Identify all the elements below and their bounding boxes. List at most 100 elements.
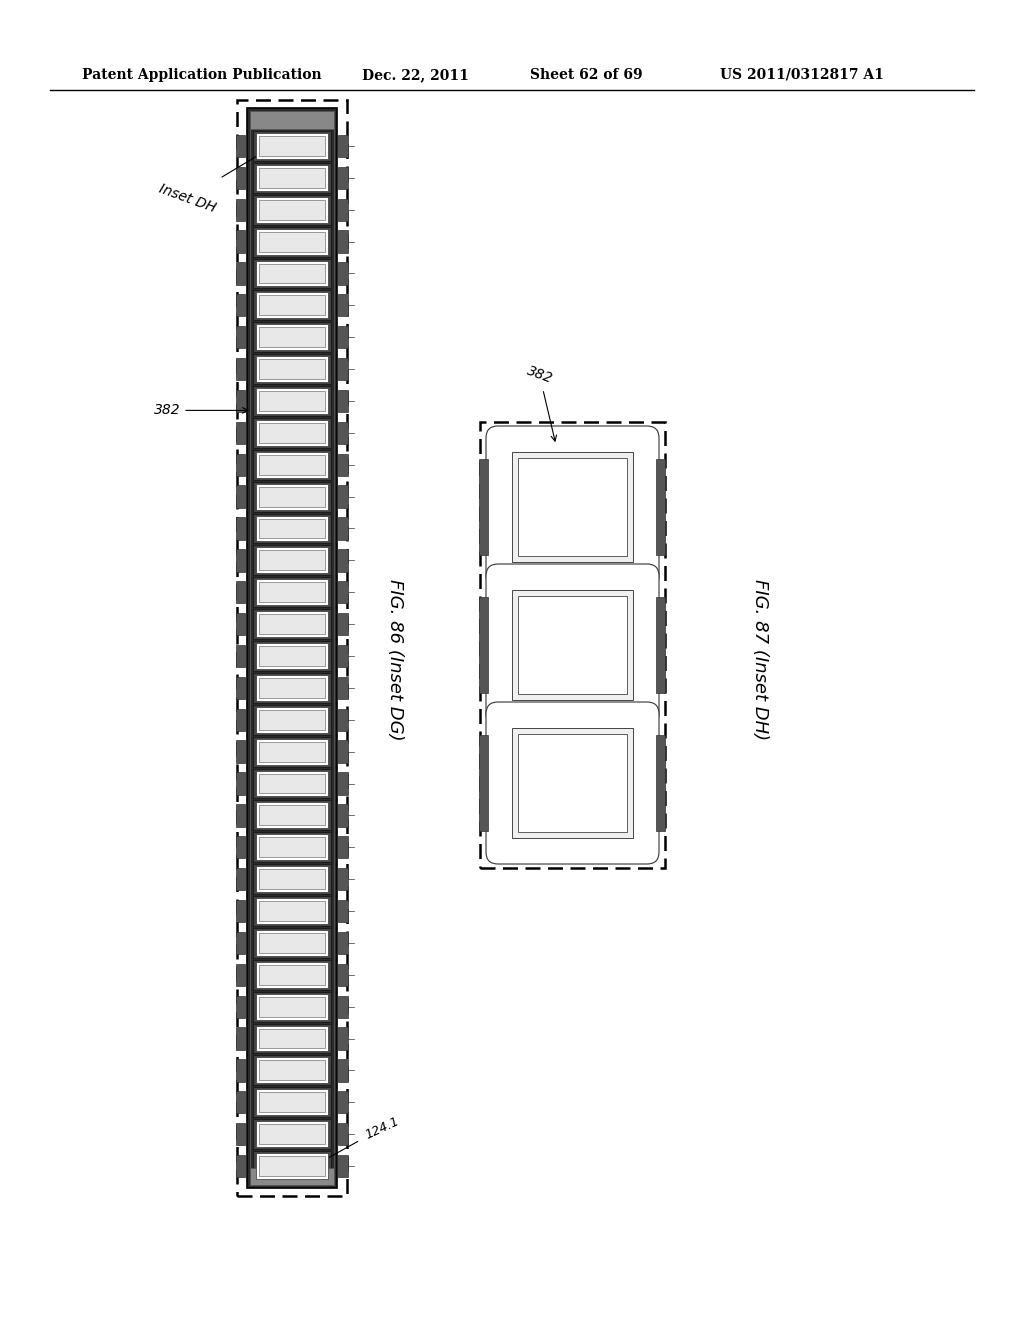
Bar [256, 293, 328, 318]
Bar [236, 1155, 245, 1177]
Bar [518, 734, 627, 832]
Bar [338, 804, 348, 826]
Bar [259, 997, 325, 1016]
Bar [236, 709, 245, 731]
Bar [338, 263, 348, 285]
Bar [256, 260, 328, 286]
Bar [236, 772, 245, 795]
Bar [236, 964, 245, 986]
Bar [256, 994, 328, 1019]
Bar [253, 642, 331, 671]
Bar [236, 677, 245, 700]
Bar [338, 1123, 348, 1146]
Bar [236, 836, 245, 858]
Bar [256, 931, 328, 956]
Bar [259, 391, 325, 411]
Bar [253, 610, 331, 639]
Bar [259, 1156, 325, 1176]
Bar [259, 455, 325, 475]
Text: Sheet 62 of 69: Sheet 62 of 69 [530, 69, 643, 82]
Bar [259, 359, 325, 379]
Bar [259, 199, 325, 219]
Bar [250, 1168, 334, 1185]
Bar [253, 705, 331, 735]
Bar [338, 677, 348, 700]
Bar [236, 198, 245, 220]
Bar [236, 645, 245, 667]
Bar [338, 741, 348, 763]
Bar [338, 1155, 348, 1177]
Bar [259, 710, 325, 730]
Bar [656, 597, 665, 693]
Bar [259, 933, 325, 953]
Bar [253, 1088, 331, 1117]
Bar [338, 166, 348, 189]
Bar [338, 1092, 348, 1114]
Bar [259, 231, 325, 252]
Bar [256, 325, 328, 350]
Bar [236, 741, 245, 763]
Bar [256, 483, 328, 510]
Bar [253, 928, 331, 958]
Bar [256, 197, 328, 223]
Bar [259, 965, 325, 985]
Bar [236, 1059, 245, 1081]
Bar [256, 1121, 328, 1147]
Bar [479, 458, 488, 556]
Text: 382: 382 [154, 404, 248, 417]
Bar [256, 675, 328, 701]
Bar [253, 833, 331, 862]
Bar [256, 1089, 328, 1115]
Bar [259, 678, 325, 698]
Bar [338, 932, 348, 954]
Bar [479, 597, 488, 693]
Bar [250, 111, 334, 1185]
Bar [256, 548, 328, 573]
Bar [256, 165, 328, 191]
Bar [479, 735, 488, 832]
Bar [253, 1023, 331, 1053]
Bar [338, 964, 348, 986]
Bar [259, 645, 325, 665]
Bar [253, 960, 331, 990]
Bar [338, 772, 348, 795]
Bar [259, 264, 325, 284]
Bar [338, 358, 348, 380]
Bar [256, 420, 328, 446]
Bar [253, 162, 331, 193]
Bar [256, 228, 328, 255]
Bar [259, 1060, 325, 1080]
Bar [338, 836, 348, 858]
Bar [494, 434, 651, 855]
Bar [250, 111, 334, 129]
Bar [656, 735, 665, 832]
Bar [338, 517, 348, 540]
Bar [256, 1057, 328, 1084]
Bar [253, 896, 331, 925]
Bar [253, 545, 331, 576]
Bar [253, 513, 331, 544]
Bar [259, 327, 325, 347]
FancyBboxPatch shape [486, 426, 659, 587]
Bar [253, 991, 331, 1022]
Bar [259, 742, 325, 762]
Bar [253, 673, 331, 702]
Bar [236, 549, 245, 572]
Bar [259, 550, 325, 570]
Bar [236, 135, 245, 157]
Bar [236, 1123, 245, 1146]
Bar [256, 1154, 328, 1179]
Bar [338, 326, 348, 348]
Bar [259, 582, 325, 602]
Bar [247, 108, 337, 1188]
Bar [253, 450, 331, 479]
Text: Inset DH: Inset DH [157, 140, 284, 215]
Bar [256, 706, 328, 733]
Bar [259, 168, 325, 187]
Bar [253, 322, 331, 352]
Bar [256, 1026, 328, 1052]
Bar [256, 516, 328, 541]
Text: 382: 382 [524, 364, 556, 441]
Bar [256, 866, 328, 892]
Bar [518, 597, 627, 694]
